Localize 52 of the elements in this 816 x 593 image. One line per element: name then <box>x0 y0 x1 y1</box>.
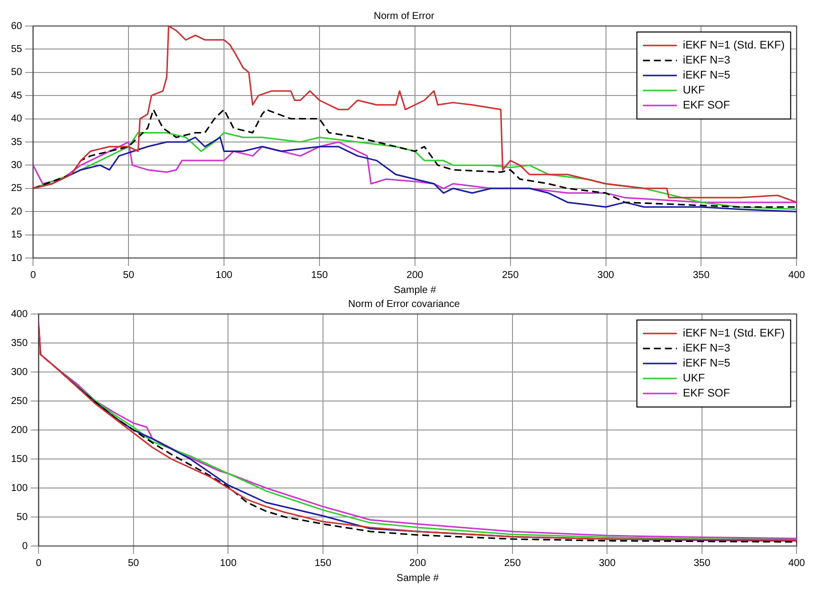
x-tick-label: 350 <box>692 270 710 281</box>
legend-label: iEKF N=3 <box>682 54 730 67</box>
y-tick-label: 45 <box>11 90 23 102</box>
y-tick-label: 400 <box>10 308 28 320</box>
y-tick-label: 35 <box>11 136 23 148</box>
y-tick-label: 30 <box>11 160 23 171</box>
y-tick-label: 55 <box>11 44 23 55</box>
x-tick-label: 250 <box>502 270 520 281</box>
legend-label: EKF SOF <box>682 100 730 112</box>
x-tick-label: 300 <box>598 558 616 569</box>
y-tick-label: 50 <box>16 512 28 523</box>
y-tick-label: 10 <box>11 252 23 264</box>
y-tick-label: 0 <box>22 540 28 552</box>
legend-label: iEKF N=5 <box>682 358 730 370</box>
y-tick-label: 25 <box>11 183 23 194</box>
x-tick-label: 200 <box>409 558 426 569</box>
x-axis-title: Sample # <box>394 284 436 296</box>
x-tick-label: 100 <box>216 270 233 281</box>
chart-title: Norm of Error covariance <box>348 298 460 310</box>
legend-label: iEKF N=1 (Std. EKF) <box>682 328 785 340</box>
y-tick-label: 150 <box>10 454 28 465</box>
y-tick-label: 300 <box>10 366 28 378</box>
x-tick-label: 100 <box>220 558 237 569</box>
x-tick-label: 200 <box>406 270 424 281</box>
x-tick-label: 50 <box>123 270 135 281</box>
chart-title: Norm of Error <box>374 10 435 22</box>
x-tick-label: 400 <box>788 558 806 569</box>
x-tick-label: 300 <box>597 270 615 281</box>
x-axis-title: Sample # <box>396 572 440 584</box>
x-tick-label: 150 <box>314 558 332 569</box>
legend-label: UKF <box>682 372 706 385</box>
x-tick-label: 50 <box>128 558 140 569</box>
y-tick-label: 20 <box>11 206 23 218</box>
legend-label: UKF <box>682 84 706 97</box>
x-tick-label: 400 <box>788 270 806 281</box>
legend-label: EKF SOF <box>682 388 730 400</box>
y-tick-label: 40 <box>11 114 23 125</box>
y-tick-label: 15 <box>11 230 23 241</box>
x-tick-label: 150 <box>311 270 328 281</box>
x-tick-label: 350 <box>694 558 711 569</box>
legend-label: iEKF N=5 <box>682 70 730 82</box>
y-tick-label: 60 <box>11 20 23 32</box>
y-tick-label: 100 <box>10 482 28 494</box>
legend-label: iEKF N=1 (Std. EKF) <box>682 40 785 52</box>
x-tick-label: 0 <box>36 558 42 569</box>
y-tick-label: 250 <box>10 396 28 407</box>
y-tick-label: 50 <box>11 67 23 78</box>
y-tick-label: 350 <box>10 338 28 349</box>
x-tick-label: 250 <box>504 558 522 569</box>
x-tick-label: 0 <box>30 270 36 281</box>
y-tick-label: 200 <box>10 424 28 436</box>
legend-label: iEKF N=3 <box>682 342 730 355</box>
